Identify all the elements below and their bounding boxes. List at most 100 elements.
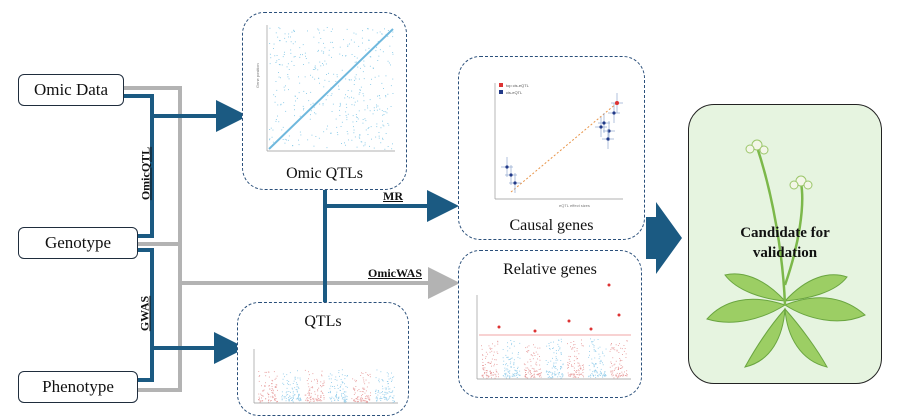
qtl-dot	[282, 139, 284, 140]
qtl-dot	[392, 78, 394, 80]
qtl-dot	[313, 36, 315, 38]
snp-dot	[259, 401, 261, 403]
qtl-dot	[346, 116, 348, 118]
qtl-dot	[345, 55, 347, 57]
snp-dot	[320, 381, 322, 383]
snp-dot	[507, 342, 508, 344]
snp-dot	[572, 376, 574, 378]
snp-dot	[591, 342, 593, 344]
snp-dot	[390, 377, 392, 379]
qtl-dot	[339, 46, 341, 48]
qtl-dot	[279, 40, 281, 42]
qtl-dot	[300, 54, 301, 56]
snp-dot	[486, 372, 488, 374]
snp-dot	[513, 363, 515, 365]
snp-dot	[481, 345, 482, 347]
snp-dot	[588, 356, 590, 358]
snp-dot	[271, 383, 273, 385]
snp-dot	[329, 388, 331, 390]
snp-dot	[519, 357, 521, 359]
snp-dot	[294, 377, 296, 379]
snp-dot	[299, 400, 300, 402]
qtl-dot	[380, 127, 382, 129]
qtl-dot	[345, 115, 347, 116]
snp-dot	[538, 374, 539, 376]
snp-dot	[294, 394, 296, 395]
qtl-dot	[349, 43, 350, 45]
qtl-dot	[384, 28, 385, 30]
snp-dot	[561, 341, 562, 343]
qtl-dot	[276, 89, 278, 91]
snp-dot	[583, 368, 585, 370]
mr-label: MR	[383, 189, 403, 203]
snp-dot	[580, 368, 582, 369]
qtl-dot	[336, 132, 338, 133]
snp-dot	[505, 364, 506, 366]
snp-dot	[286, 374, 288, 376]
snp-dot	[621, 348, 623, 350]
snp-dot	[354, 390, 356, 392]
snp-dot	[358, 396, 360, 398]
snp-dot	[342, 397, 344, 399]
snp-dot	[525, 373, 527, 375]
snp-dot	[509, 359, 511, 360]
snp-dot	[505, 369, 507, 371]
qtl-dot	[339, 53, 341, 55]
qtl-dot	[341, 143, 342, 144]
snp-dot	[268, 371, 270, 373]
snp-dot	[594, 364, 596, 365]
snp-dot	[570, 356, 571, 358]
qtl-dot	[349, 79, 351, 81]
snp-dot	[555, 358, 557, 359]
snp-dot	[582, 374, 584, 376]
snp-dot	[580, 373, 582, 375]
snp-dot	[259, 398, 260, 400]
qtl-dot	[335, 118, 337, 120]
snp-dot	[525, 370, 526, 371]
qtl-dot	[287, 76, 289, 78]
qtl-dot	[325, 63, 327, 65]
plant-illustration	[706, 139, 866, 368]
qtl-dot	[362, 93, 364, 95]
snp-dot	[275, 384, 277, 386]
candidate-panel: Candidate for validation	[688, 104, 882, 384]
snp-dot	[361, 395, 362, 397]
snp-dot	[517, 366, 519, 368]
qtl-dot	[387, 60, 389, 62]
snp-dot	[509, 370, 511, 372]
snp-dot	[493, 354, 494, 356]
snp-dot	[292, 397, 294, 399]
snp-dot	[297, 386, 299, 388]
snp-dot	[620, 347, 622, 349]
qtl-dot	[392, 36, 394, 38]
snp-dot	[559, 348, 561, 350]
snp-dot	[612, 370, 614, 372]
snp-dot	[604, 371, 606, 372]
snp-dot	[304, 394, 306, 396]
snp-dot	[611, 347, 613, 349]
snp-dot	[598, 374, 600, 376]
snp-dot	[267, 371, 269, 373]
snp-dot	[568, 375, 570, 377]
qtl-dot	[310, 74, 311, 76]
snp-dot	[341, 374, 343, 376]
snp-dot	[550, 371, 552, 373]
qtl-dot	[356, 116, 357, 118]
snp-dot	[553, 366, 554, 368]
snp-dot	[317, 390, 319, 392]
snp-dot	[337, 384, 338, 386]
snp-dot	[276, 401, 278, 403]
snp-dot	[366, 386, 368, 388]
snp-dot	[600, 373, 602, 375]
snp-dot	[539, 375, 541, 377]
snp-dot	[560, 366, 561, 367]
qtl-dot	[333, 73, 335, 75]
snp-dot	[336, 397, 338, 399]
qtl-dot	[351, 54, 353, 55]
snp-dot	[392, 397, 394, 399]
snp-dot	[621, 371, 623, 373]
snp-dot	[380, 400, 382, 401]
snp-dot	[519, 374, 521, 376]
snp-dot	[362, 387, 364, 389]
snp-dot	[261, 385, 262, 387]
